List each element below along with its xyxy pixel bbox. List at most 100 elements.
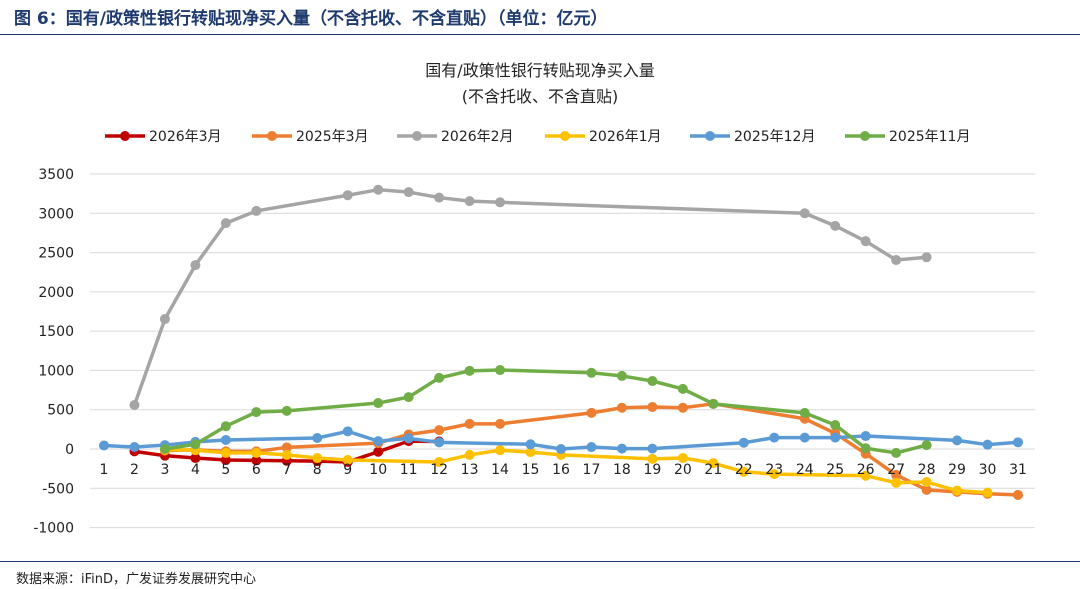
x-tick-label: 23: [765, 462, 783, 478]
data-point: [190, 453, 201, 464]
data-point: [647, 443, 658, 454]
legend-marker: [560, 131, 570, 141]
data-point: [616, 402, 627, 413]
x-tick-label: 26: [857, 462, 875, 478]
x-tick-label: 21: [704, 462, 722, 478]
data-point: [921, 484, 932, 495]
x-tick-label: 8: [313, 462, 322, 478]
x-tick-label: 24: [796, 462, 814, 478]
data-point: [769, 432, 780, 443]
data-point: [464, 196, 475, 207]
series-line: [164, 448, 988, 495]
data-point: [647, 376, 658, 387]
data-point: [251, 205, 262, 216]
data-point: [860, 236, 871, 247]
y-tick-label: 0: [65, 442, 74, 458]
data-point: [586, 367, 597, 378]
data-point: [495, 197, 506, 208]
data-point: [830, 420, 841, 431]
data-point: [220, 218, 231, 229]
x-tick-label: 5: [221, 462, 230, 478]
data-point: [342, 455, 353, 465]
data-point: [1013, 437, 1023, 448]
data-point: [891, 469, 902, 480]
x-tick-label: 18: [613, 462, 631, 478]
legend-label: 2025年12月: [734, 129, 815, 145]
data-point: [525, 439, 536, 450]
data-point: [190, 439, 201, 450]
x-tick-label: 30: [979, 462, 997, 478]
data-point: [159, 444, 170, 454]
data-point: [434, 372, 445, 383]
data-point: [312, 433, 323, 443]
legend-label: 2026年2月: [441, 129, 514, 145]
data-point: [982, 487, 993, 498]
data-point: [464, 365, 475, 376]
legend-marker: [267, 131, 277, 141]
data-point: [495, 418, 506, 429]
data-point: [434, 437, 445, 448]
data-point: [860, 470, 871, 481]
data-point: [129, 400, 140, 410]
data-point: [952, 485, 963, 496]
data-point: [952, 435, 963, 446]
source-note: 数据来源：iFinD，广发证券发展研究中心: [16, 572, 257, 587]
data-point: [373, 446, 384, 457]
data-point: [251, 447, 262, 458]
x-tick-label: 10: [369, 462, 387, 478]
data-point: [799, 407, 810, 418]
data-point: [251, 455, 262, 466]
x-tick-label: 28: [918, 462, 936, 478]
y-tick-label: 1000: [38, 363, 74, 379]
data-point: [647, 401, 658, 412]
data-point: [129, 442, 140, 453]
y-tick-label: 500: [47, 403, 74, 419]
x-tick-label: 4: [191, 462, 200, 478]
data-point: [677, 383, 688, 394]
data-point: [891, 447, 902, 458]
bottom-divider: [0, 561, 1080, 562]
y-tick-label: 2000: [38, 285, 74, 301]
data-point: [159, 314, 170, 325]
series-line: [132, 187, 927, 406]
legend-label: 2026年1月: [589, 129, 662, 145]
x-tick-label: 31: [1009, 462, 1027, 478]
data-point: [799, 432, 810, 443]
data-point: [921, 477, 932, 487]
data-point: [921, 440, 932, 451]
x-tick-label: 14: [491, 462, 509, 478]
data-point: [738, 437, 749, 448]
data-point: [190, 260, 201, 271]
data-point: [403, 392, 414, 403]
data-point: [220, 447, 231, 458]
legend-marker: [860, 131, 870, 141]
data-point: [708, 458, 719, 469]
x-tick-label: 15: [522, 462, 540, 478]
data-point: [373, 184, 384, 195]
figure-title: 图 6：国有/政策性银行转贴现净买入量（不含托收、不含直贴）（单位：亿元）: [14, 9, 608, 29]
y-tick-label: 3000: [38, 206, 74, 222]
legend-label: 2025年3月: [296, 129, 369, 145]
x-tick-label: 13: [461, 462, 479, 478]
data-point: [586, 442, 597, 453]
data-point: [434, 456, 445, 467]
x-tick-label: 6: [252, 462, 261, 478]
data-point: [738, 466, 749, 477]
data-point: [830, 220, 841, 231]
legend-label: 2025年11月: [889, 129, 970, 145]
x-tick-label: 12: [430, 462, 448, 478]
x-tick-label: 27: [887, 462, 905, 478]
data-point: [647, 453, 658, 464]
data-point: [434, 425, 445, 436]
y-tick-label: 2500: [38, 246, 74, 262]
data-point: [921, 252, 932, 263]
data-point: [281, 442, 292, 453]
x-tick-label: 9: [343, 462, 352, 478]
x-tick-label: 16: [552, 462, 570, 478]
data-point: [220, 421, 231, 432]
x-tick-label: 3: [160, 462, 169, 478]
data-point: [251, 407, 262, 418]
x-tick-label: 1: [100, 462, 109, 478]
data-point: [860, 443, 871, 454]
